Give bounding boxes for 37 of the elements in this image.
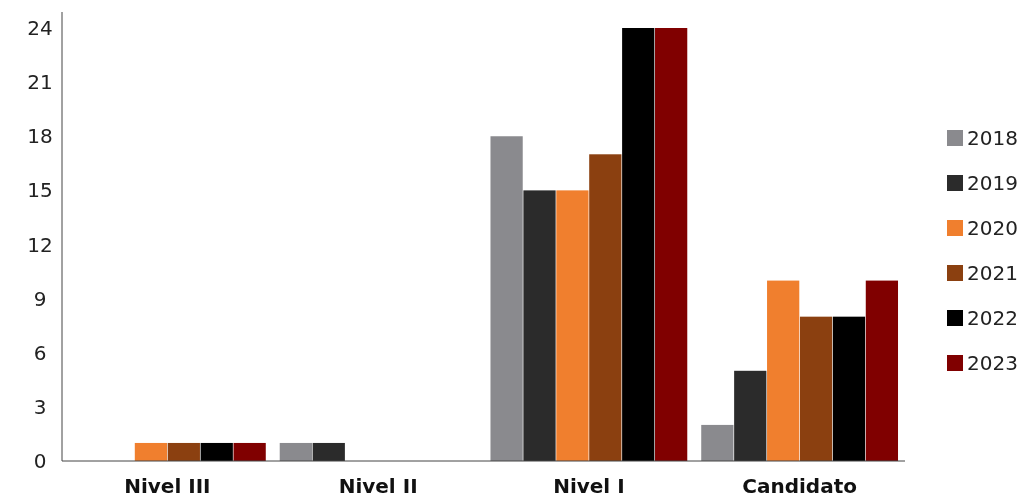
legend-label: 2023 (967, 351, 1018, 375)
legend-label: 2020 (967, 216, 1018, 240)
bar (490, 136, 523, 461)
bar (312, 442, 345, 461)
y-tick-label: 0 (33, 449, 47, 473)
bar (799, 316, 833, 461)
legend-label: 2019 (967, 171, 1018, 195)
bar (556, 190, 589, 461)
x-tick-label: Candidato (742, 474, 857, 498)
bar (655, 28, 688, 461)
x-tick-label: Nivel III (124, 474, 211, 498)
legend-label: 2018 (967, 126, 1018, 150)
bar (622, 28, 655, 461)
bar (701, 424, 734, 461)
bar (233, 442, 266, 461)
bar (832, 316, 866, 461)
y-tick-label: 18 (27, 124, 53, 149)
y-tick-label: 3 (33, 394, 47, 419)
bar (200, 442, 233, 461)
x-tick-label: Nivel II (338, 474, 418, 498)
y-tick-label: 21 (27, 70, 53, 95)
bar (767, 280, 800, 461)
legend-label: 2022 (967, 306, 1018, 330)
bar (523, 190, 556, 461)
bar (734, 370, 767, 461)
bar (134, 442, 168, 461)
y-tick-label: 15 (27, 178, 53, 203)
y-tick-label: 24 (27, 16, 53, 40)
y-tick-label: 12 (27, 232, 53, 257)
x-tick-label: Nivel I (553, 474, 625, 498)
bar (865, 280, 899, 461)
y-tick-label: 6 (33, 340, 47, 365)
y-tick-label: 9 (33, 286, 47, 311)
bar (589, 154, 622, 461)
bar (167, 442, 200, 461)
bar (279, 442, 312, 461)
legend-label: 2021 (967, 261, 1018, 285)
